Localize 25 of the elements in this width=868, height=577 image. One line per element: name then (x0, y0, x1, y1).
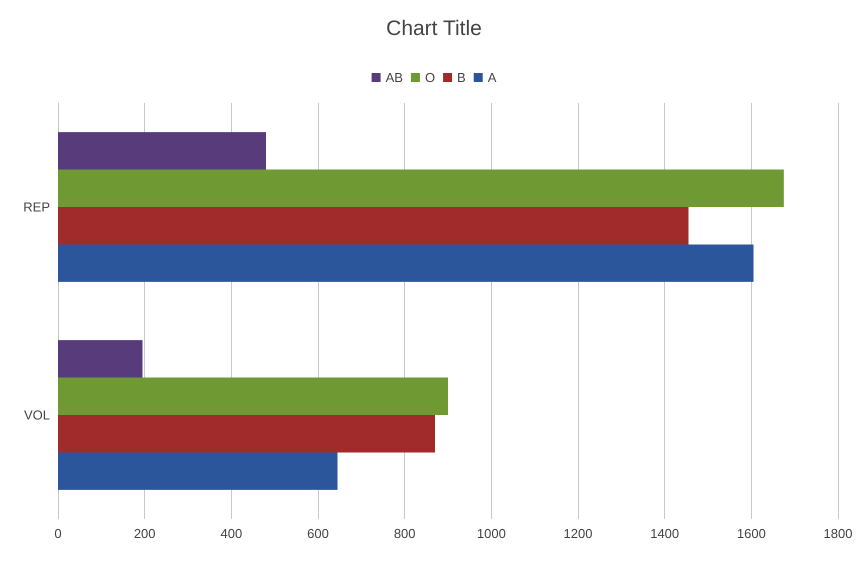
legend-label: B (457, 70, 466, 85)
bar (58, 132, 266, 170)
legend-label: AB (386, 70, 403, 85)
y-tick-label: REP (23, 200, 50, 214)
bar (58, 340, 142, 378)
chart-title: Chart Title (386, 17, 482, 40)
x-tick-label: 600 (307, 526, 329, 541)
y-tick-label: VOL (24, 408, 50, 422)
x-tick-label: 1600 (736, 526, 766, 541)
bar (58, 170, 784, 207)
x-tick-label: 200 (134, 526, 156, 541)
bar (58, 207, 688, 244)
x-tick-label: 800 (394, 526, 416, 541)
legend-label: O (424, 70, 436, 85)
x-tick-label: 0 (54, 526, 62, 541)
x-tick-label: 1000 (476, 526, 506, 541)
x-tick-label: 400 (220, 526, 242, 541)
x-tick-label: 1800 (824, 526, 852, 541)
bar (58, 415, 435, 452)
bar (58, 378, 448, 415)
x-tick-label: 1200 (564, 526, 592, 541)
x-tick-label: 1400 (650, 526, 680, 541)
bar (58, 244, 754, 282)
bar (58, 452, 338, 490)
legend-label: A (488, 70, 497, 85)
